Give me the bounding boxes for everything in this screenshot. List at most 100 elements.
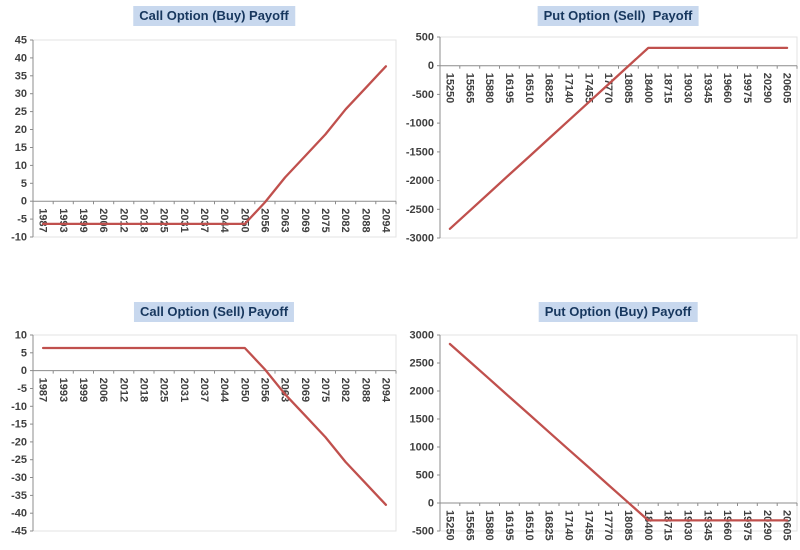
- svg-text:1999: 1999: [77, 378, 89, 402]
- svg-text:0: 0: [428, 498, 434, 510]
- svg-text:19030: 19030: [681, 73, 693, 104]
- svg-text:2031: 2031: [178, 208, 190, 232]
- svg-text:20605: 20605: [781, 73, 793, 104]
- svg-text:2018: 2018: [137, 208, 149, 232]
- svg-text:16825: 16825: [543, 510, 555, 541]
- x-axis: 1987 1993 1999 2006 2012 2018 2025 2031 2037 2044…: [32, 200, 397, 234]
- x-axis: 15250 15565 15880 16195 16510 16825 17140 17455…: [439, 65, 798, 104]
- x-axis: 15250 15565 15880 16195 16510 16825 17140 17455…: [439, 502, 798, 541]
- chart-title-call-option-sell: Call Option (Sell) Payoff: [133, 302, 295, 322]
- svg-text:25: 25: [15, 106, 27, 118]
- svg-text:17455: 17455: [582, 510, 594, 541]
- svg-text:15880: 15880: [483, 510, 495, 541]
- svg-text:17455: 17455: [582, 73, 594, 104]
- svg-text:15565: 15565: [463, 510, 475, 541]
- svg-text:3000: 3000: [410, 330, 434, 342]
- svg-text:-45: -45: [11, 526, 27, 538]
- svg-text:40: 40: [15, 52, 27, 64]
- svg-text:2018: 2018: [137, 378, 149, 402]
- svg-text:45: 45: [15, 35, 27, 47]
- svg-text:-2500: -2500: [406, 204, 434, 216]
- svg-text:-500: -500: [412, 526, 434, 538]
- svg-text:17770: 17770: [602, 510, 614, 541]
- y-axis: -3000 -2500 -2000 -1500 -1000 -500 0 500: [406, 32, 441, 245]
- svg-text:30: 30: [15, 88, 27, 100]
- svg-text:10: 10: [15, 160, 27, 172]
- svg-text:15250: 15250: [443, 73, 455, 104]
- svg-text:500: 500: [416, 470, 434, 482]
- svg-text:-15: -15: [11, 419, 27, 431]
- svg-text:15250: 15250: [443, 510, 455, 541]
- svg-text:2500: 2500: [410, 358, 434, 370]
- svg-text:18085: 18085: [622, 73, 634, 104]
- svg-text:15565: 15565: [463, 73, 475, 104]
- svg-text:2094: 2094: [379, 378, 391, 403]
- svg-text:1987: 1987: [37, 208, 49, 232]
- svg-text:2031: 2031: [178, 378, 190, 402]
- chart-title-call-option-buy: Call Option (Buy) Payoff: [133, 6, 295, 26]
- payoff-line: [41, 65, 388, 226]
- svg-text:16195: 16195: [503, 73, 515, 104]
- svg-text:19660: 19660: [721, 73, 733, 104]
- svg-text:2006: 2006: [97, 378, 109, 402]
- svg-text:-40: -40: [11, 508, 27, 520]
- svg-text:17140: 17140: [562, 510, 574, 541]
- payoff-line: [41, 346, 388, 506]
- svg-text:1999: 1999: [77, 208, 89, 232]
- svg-text:-30: -30: [11, 472, 27, 484]
- svg-text:2000: 2000: [410, 386, 434, 398]
- svg-text:1000: 1000: [410, 442, 434, 454]
- svg-text:15: 15: [15, 142, 27, 154]
- svg-text:2075: 2075: [319, 378, 331, 402]
- svg-text:0: 0: [21, 196, 27, 208]
- svg-text:1993: 1993: [57, 378, 69, 402]
- chart-plot-put-option-buy: -500 0 500 1000 1500 2000 2500 3000 15250 15565 15…: [410, 330, 798, 541]
- svg-text:1993: 1993: [57, 208, 69, 232]
- svg-text:16825: 16825: [543, 73, 555, 104]
- chart-put-option-sell: Put Option (Sell) Payoff -3000 -2500 -2000…: [400, 0, 800, 275]
- payoff-line: [448, 46, 789, 230]
- svg-text:2075: 2075: [319, 208, 331, 232]
- plot-area: [439, 334, 798, 532]
- svg-text:2012: 2012: [117, 208, 129, 232]
- svg-text:1987: 1987: [37, 378, 49, 402]
- svg-text:2006: 2006: [97, 208, 109, 232]
- y-axis: -500 0 500 1000 1500 2000 2500 3000: [410, 330, 441, 538]
- svg-text:0: 0: [428, 60, 434, 72]
- svg-text:2094: 2094: [379, 208, 391, 233]
- svg-text:-25: -25: [11, 454, 27, 466]
- svg-text:-1500: -1500: [406, 146, 434, 158]
- svg-text:2050: 2050: [238, 378, 250, 402]
- svg-text:-10: -10: [11, 401, 27, 413]
- chart-call-option-sell: Call Option (Sell) Payoff -45 -40 -35 -30 -2…: [0, 275, 400, 550]
- svg-text:19345: 19345: [701, 73, 713, 104]
- svg-text:19975: 19975: [741, 510, 753, 541]
- svg-text:20605: 20605: [781, 510, 793, 541]
- svg-text:19345: 19345: [701, 510, 713, 541]
- svg-text:18715: 18715: [662, 510, 674, 541]
- svg-text:18085: 18085: [622, 510, 634, 541]
- svg-text:-2000: -2000: [406, 175, 434, 187]
- svg-text:2088: 2088: [359, 378, 371, 402]
- svg-text:2082: 2082: [339, 378, 351, 402]
- svg-text:15880: 15880: [483, 73, 495, 104]
- svg-text:18400: 18400: [642, 510, 654, 541]
- svg-text:18715: 18715: [662, 73, 674, 104]
- chart-title-put-option-buy: Put Option (Buy) Payoff: [538, 302, 698, 322]
- svg-text:2025: 2025: [158, 378, 170, 402]
- svg-text:2069: 2069: [299, 208, 311, 232]
- svg-text:-5: -5: [17, 214, 27, 226]
- svg-text:16195: 16195: [503, 510, 515, 541]
- svg-text:10: 10: [15, 330, 27, 342]
- chart-put-option-buy: Put Option (Buy) Payoff -500 0 500 1000 1500…: [400, 275, 800, 550]
- svg-text:-3000: -3000: [406, 233, 434, 245]
- chart-call-option-buy: Call Option (Buy) Payoff -10 -5 0 5 10 15 20 25…: [0, 0, 400, 275]
- svg-text:5: 5: [21, 347, 27, 359]
- svg-text:1500: 1500: [410, 414, 434, 426]
- svg-text:19975: 19975: [741, 73, 753, 104]
- x-axis: 1987 1993 1999 2006 2012 2018 2025 2031 2037 2044…: [32, 370, 397, 403]
- svg-text:-5: -5: [17, 383, 27, 395]
- svg-text:2088: 2088: [359, 208, 371, 232]
